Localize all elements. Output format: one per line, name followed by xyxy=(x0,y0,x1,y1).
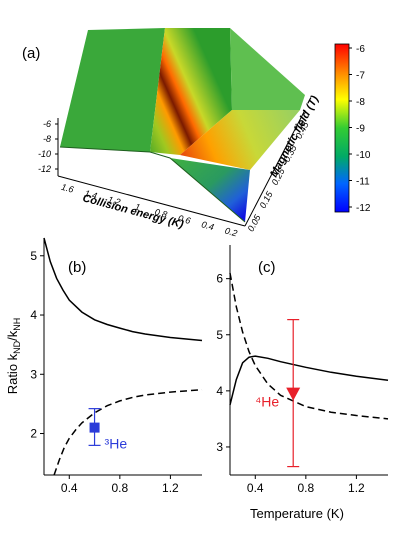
colorbar-tick-label: -10 xyxy=(356,150,371,161)
dashed-curve xyxy=(53,388,203,476)
x-tick-label: 0.8 xyxy=(297,481,314,495)
z-tick-label: -8 xyxy=(43,134,51,144)
z-tick-label: -10 xyxy=(38,149,51,159)
x-tick-label: 1.6 xyxy=(60,182,75,195)
surface-panel: (a) -6 -8 -10 -12 1.6 1.4 1.2 1 0.8 0.6 0.4 0.2 0.… xyxy=(22,28,371,238)
z-tick-label: -6 xyxy=(43,119,51,129)
colorbar xyxy=(334,43,350,213)
x-tick-label: 0.8 xyxy=(111,481,128,495)
colorbar-ticks: -6 -7 -8 -9 -10 -11 -12 xyxy=(349,44,371,214)
panel-b-ylabel: Ratio kND/kNH xyxy=(5,318,22,395)
x-ticks-3d: 1.6 1.4 1.2 1 0.8 0.6 0.4 0.2 xyxy=(60,182,238,239)
x-axis-title: Temperature (K) xyxy=(250,506,344,521)
y-tick-label: 5 xyxy=(30,249,37,263)
surface-right-plane xyxy=(230,28,305,110)
surface-left-plane xyxy=(60,28,165,152)
x-tick-label: 1.2 xyxy=(107,194,122,207)
x-tick-label: 1 xyxy=(134,201,141,212)
x-tick-label: 0.6 xyxy=(177,213,192,226)
y-tick-label: 4 xyxy=(216,384,223,398)
x-tick-label: 1.2 xyxy=(162,481,179,495)
colorbar-tick-label: -11 xyxy=(356,177,370,188)
point-label: ³He xyxy=(105,436,128,452)
x-axis-title-3d: Collision energy (K) xyxy=(81,192,185,231)
colorbar-tick-label: -12 xyxy=(356,203,371,214)
x-tick-label: 0.8 xyxy=(154,207,169,220)
colorbar-tick-label: -6 xyxy=(356,44,365,55)
z-ticks-3d: -6 -8 -10 -12 xyxy=(38,119,58,174)
colorbar-tick-label: -8 xyxy=(356,97,365,108)
dashed-curve xyxy=(229,272,389,420)
panel-b-label: (b) xyxy=(68,259,86,276)
plot-panel-b: (b) Ratio kND/kNH 0.4 0.8 1.2 2 3 4 5 ³He xyxy=(5,237,203,495)
x-tick-label: 0.2 xyxy=(224,226,239,239)
data-point-triangle xyxy=(286,387,301,401)
panel-b-points: ³He xyxy=(88,408,128,452)
colorbar-tick-label: -9 xyxy=(356,124,365,135)
x-tick-label: 1.2 xyxy=(348,481,365,495)
panel-a-label: (a) xyxy=(22,45,40,62)
x-tick-label: 1.4 xyxy=(84,188,99,201)
surface-ridge xyxy=(150,28,232,155)
surface-upper-slope xyxy=(180,110,300,170)
solid-curve xyxy=(229,355,389,406)
y-tick-label: 0.15 xyxy=(258,189,276,210)
y-tick-label: 0.05 xyxy=(246,212,264,233)
panel-c-points: ⁴He xyxy=(255,319,301,468)
colorbar-tick-label: -7 xyxy=(356,71,365,82)
x-axis-3d xyxy=(57,175,246,227)
x-tick-label: 0.4 xyxy=(247,481,264,495)
y-tick-label: 4 xyxy=(30,308,37,322)
solid-curve xyxy=(43,237,203,342)
panel-c-series xyxy=(229,272,389,420)
panel-b-ticks: 0.4 0.8 1.2 2 3 4 5 xyxy=(30,249,179,495)
surface-front-edge xyxy=(59,146,246,223)
panel-c-label: (c) xyxy=(258,259,276,276)
panel-b-series xyxy=(43,237,203,476)
surface-valley xyxy=(170,158,250,222)
y-tick-label: 5 xyxy=(216,328,223,342)
panel-c-ticks: 0.4 0.8 1.2 3 4 5 6 xyxy=(216,272,365,495)
x-tick-label: 0.4 xyxy=(61,481,78,495)
z-tick-label: -12 xyxy=(38,164,51,174)
data-point-square xyxy=(89,422,100,433)
y-tick-label: 3 xyxy=(30,367,37,381)
plot-panel-c: (c) 0.4 0.8 1.2 3 4 5 6 ⁴He Temperature (K) xyxy=(216,245,389,521)
point-label: ⁴He xyxy=(255,394,279,410)
x-tick-label: 0.4 xyxy=(200,219,215,232)
y-tick-label: 6 xyxy=(216,272,223,286)
y-tick-label: 3 xyxy=(216,440,223,454)
y-axis-3d xyxy=(244,109,306,227)
y-tick-label: 2 xyxy=(30,427,37,441)
